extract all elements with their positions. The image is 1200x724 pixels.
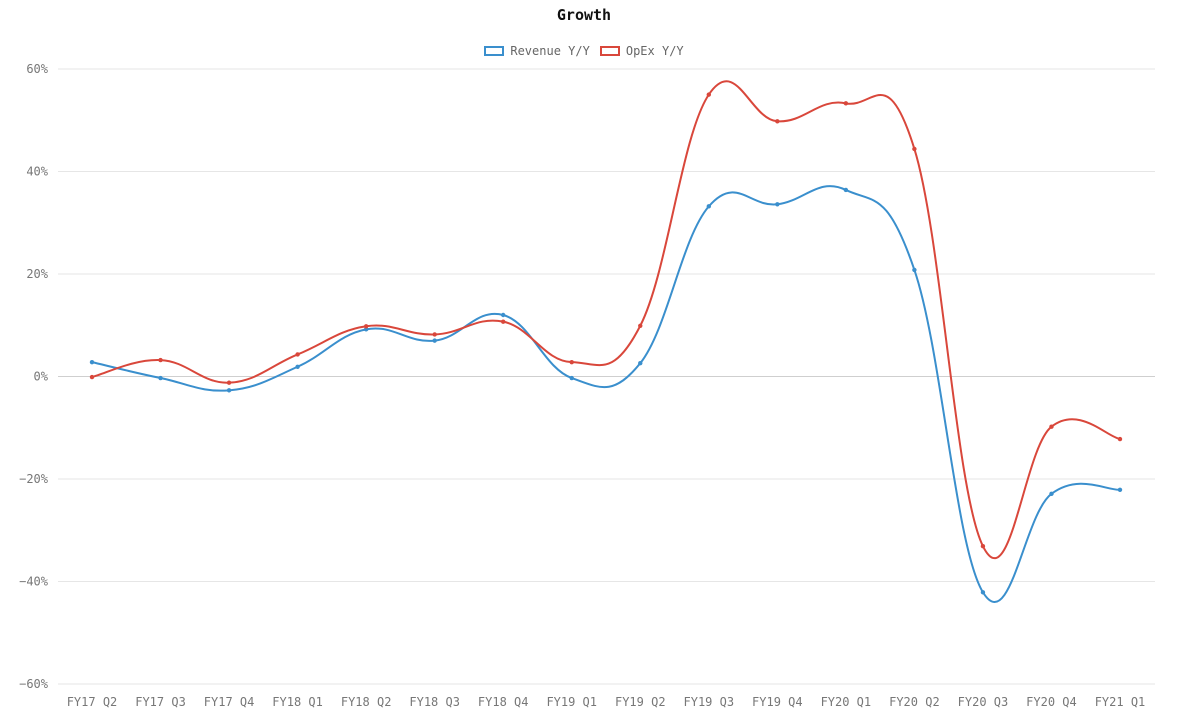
data-point-opex	[295, 352, 300, 357]
x-tick-label: FY17 Q3	[135, 695, 186, 709]
x-tick-label: FY19 Q3	[684, 695, 735, 709]
data-point-opex	[1117, 436, 1123, 442]
data-point-revenue	[1049, 491, 1054, 497]
legend: Revenue Y/Y OpEx Y/Y	[0, 44, 1168, 58]
series-line-opex	[91, 80, 1121, 559]
legend-label-opex: OpEx Y/Y	[625, 44, 684, 58]
data-point-revenue	[1117, 487, 1123, 492]
data-point-opex	[980, 543, 986, 549]
y-tick-label: −60%	[19, 677, 49, 691]
x-tick-label: FY18 Q1	[272, 695, 323, 709]
data-point-revenue	[158, 375, 163, 381]
x-tick-label: FY18 Q3	[409, 695, 460, 709]
data-point-opex	[569, 359, 574, 365]
x-tick-label: FY18 Q2	[341, 695, 392, 709]
x-tick-label: FY19 Q2	[615, 695, 666, 709]
data-point-revenue	[912, 267, 917, 273]
data-point-opex	[843, 101, 849, 106]
y-tick-label: 60%	[26, 62, 48, 76]
data-point-revenue	[226, 388, 232, 393]
legend-item-revenue[interactable]: Revenue Y/Y	[484, 44, 590, 58]
x-tick-label: FY20 Q4	[1026, 695, 1077, 709]
series-line-revenue	[91, 185, 1121, 603]
data-point-opex	[89, 374, 95, 380]
y-tick-label: 40%	[26, 165, 48, 179]
x-tick-label: FY17 Q2	[67, 695, 118, 709]
y-tick-label: −40%	[19, 575, 49, 589]
chart-title: Growth	[556, 6, 612, 24]
data-point-revenue	[843, 187, 849, 193]
legend-label-revenue: Revenue Y/Y	[510, 44, 590, 58]
data-point-opex	[775, 119, 780, 124]
legend-swatch-opex	[599, 46, 620, 56]
x-tick-label: FY19 Q4	[752, 695, 803, 709]
data-point-opex	[226, 380, 232, 385]
data-point-opex	[638, 323, 643, 328]
data-point-opex	[158, 357, 163, 363]
data-point-opex	[363, 324, 369, 329]
x-tick-label: FY20 Q3	[958, 695, 1009, 709]
x-tick-label: FY17 Q4	[204, 695, 255, 709]
data-point-revenue	[89, 359, 95, 365]
data-point-opex	[432, 332, 437, 337]
y-tick-label: 0%	[34, 370, 49, 384]
legend-swatch-revenue	[484, 46, 505, 56]
x-tick-label: FY20 Q2	[889, 695, 940, 709]
y-tick-label: −20%	[19, 472, 49, 486]
y-tick-label: 20%	[26, 267, 48, 281]
x-tick-label: FY18 Q4	[478, 695, 529, 709]
x-tick-label: FY19 Q1	[546, 695, 597, 709]
x-tick-label: FY21 Q1	[1095, 695, 1146, 709]
data-point-opex	[912, 146, 917, 152]
x-tick-label: FY20 Q1	[821, 695, 872, 709]
data-point-opex	[501, 319, 506, 324]
data-point-revenue	[432, 338, 437, 343]
data-point-revenue	[638, 360, 643, 366]
data-point-revenue	[706, 204, 711, 209]
data-point-revenue	[363, 327, 369, 332]
data-point-opex	[1049, 424, 1054, 429]
data-point-revenue	[775, 202, 780, 207]
legend-item-opex[interactable]: OpEx Y/Y	[599, 44, 684, 58]
data-point-revenue	[295, 364, 300, 369]
data-point-revenue	[980, 590, 986, 595]
data-point-revenue	[569, 375, 574, 381]
data-point-opex	[706, 92, 711, 97]
data-point-revenue	[501, 312, 506, 318]
